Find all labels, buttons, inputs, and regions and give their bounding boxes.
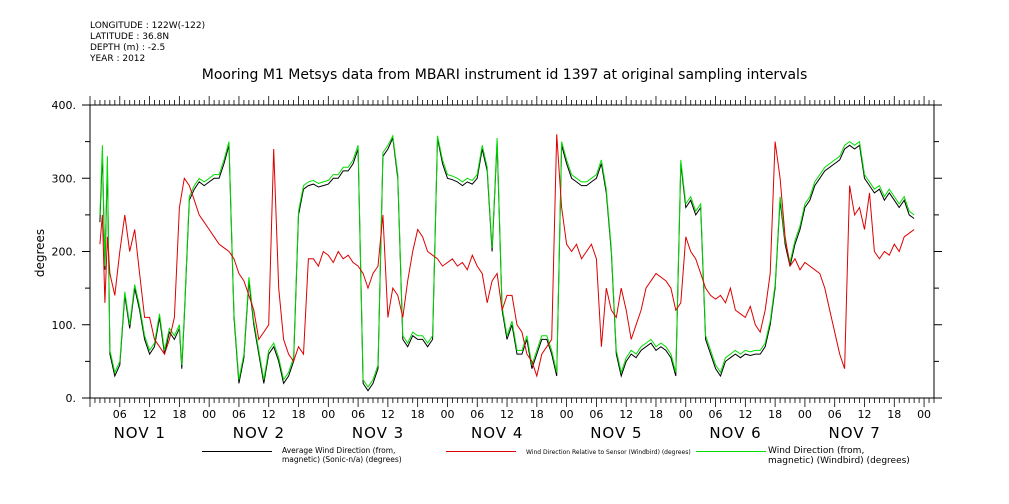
series-layer [99, 134, 915, 392]
x-tick-label: 18 [649, 408, 663, 421]
y-tick-label: 400. [52, 99, 77, 112]
x-tick-label: 06 [589, 408, 603, 421]
plot-frame [89, 104, 935, 399]
x-tick-label: 00 [798, 408, 812, 421]
x-tick-label: 18 [768, 408, 782, 421]
x-tick-label: 00 [440, 408, 454, 421]
x-tick-label: 18 [530, 408, 544, 421]
x-tick-label: 12 [738, 408, 752, 421]
x-tick-label: 12 [143, 408, 157, 421]
x-tick-label: 00 [202, 408, 216, 421]
year-label: YEAR : 2012 [90, 54, 146, 64]
day-label: NOV 5 [590, 424, 643, 442]
x-tick-label: 00 [560, 408, 574, 421]
day-label: NOV 6 [709, 424, 762, 442]
legend-windbird-line-2: magnetic) (Windbird) (degrees) [768, 456, 910, 466]
x-tick-label: 12 [619, 408, 633, 421]
x-tick-label: 18 [887, 408, 901, 421]
x-tick-label: 12 [500, 408, 514, 421]
longitude-label: LONGITUDE : 122W(-122) [90, 21, 206, 31]
series-line-1 [99, 134, 915, 378]
x-tick-label: 00 [917, 408, 931, 421]
series-line-2 [99, 134, 915, 388]
legend-avg-wind-line-2: magnetic) (Sonic-n/a) (degrees) [282, 455, 402, 464]
legend-windbird-line-1: Wind Direction (from, [768, 446, 865, 456]
legend-text-avg-wind: Average Wind Direction (from, magnetic) … [282, 446, 402, 464]
axes: 0. 100. 200. 300. 400. 06 12 18 00 06 12 18 00 06 12 18… [52, 96, 942, 421]
x-tick-label: 00 [321, 408, 335, 421]
day-label: NOV 3 [351, 424, 405, 442]
x-tick-label: 06 [351, 408, 365, 421]
legend-swatch-relative-wind [446, 451, 516, 452]
mooring-metadata: LONGITUDE : 122W(-122) LATITUDE : 36.8N … [90, 21, 205, 65]
y-tick-label: 300. [52, 172, 77, 185]
day-label: NOV 1 [113, 424, 166, 442]
legend-text-relative-wind: Wind Direction Relative to Sensor (Windb… [526, 449, 691, 456]
x-tick-label: 06 [232, 408, 246, 421]
latitude-label: LATITUDE : 36.8N [90, 32, 170, 42]
x-tick-label: 12 [857, 408, 871, 421]
x-tick-label: 00 [679, 408, 693, 421]
depth-label: DEPTH (m) : -2.5 [90, 43, 166, 53]
x-tick-label: 18 [292, 408, 306, 421]
day-label: NOV 4 [471, 424, 524, 442]
y-tick-label: 100. [52, 319, 77, 332]
legend-swatch-windbird-wind [696, 451, 766, 452]
x-tick-label: 18 [411, 408, 425, 421]
x-tick-label: 06 [828, 408, 842, 421]
y-tick-label: 200. [52, 246, 77, 259]
x-tick-label: 06 [470, 408, 484, 421]
legend-text-windbird-wind: Wind Direction (from, magnetic) (Windbir… [768, 446, 910, 466]
day-label: NOV 7 [828, 424, 881, 442]
x-tick-label: 06 [709, 408, 723, 421]
legend-avg-wind-line-1: Average Wind Direction (from, [282, 446, 396, 455]
x-tick-label: 12 [381, 408, 395, 421]
chart-title: Mooring M1 Metsys data from MBARI instru… [201, 67, 808, 83]
series-line-0 [99, 136, 915, 392]
y-axis-label: degrees [33, 229, 47, 277]
x-tick-label: 18 [172, 408, 186, 421]
y-tick-label: 0. [66, 392, 77, 405]
x-tick-label: 12 [262, 408, 276, 421]
legend-swatch-avg-wind [202, 451, 272, 452]
day-label: NOV 2 [232, 424, 286, 442]
x-tick-label: 06 [113, 408, 127, 421]
